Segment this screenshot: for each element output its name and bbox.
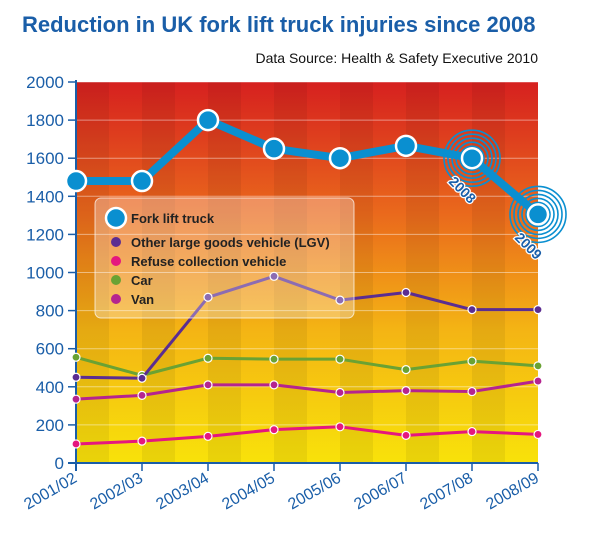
x-tick-label: 2006/07 [351,470,410,514]
legend-label: Van [131,292,154,307]
legend-item: Refuse collection vehicle [111,254,286,269]
data-point [460,146,484,170]
ring [521,197,555,232]
data-point [137,436,147,446]
ring [447,133,497,183]
x-tick-label: 2001/02 [21,470,80,514]
data-point [71,439,81,449]
data-point [328,146,352,170]
x-tick-label: 2007/08 [417,470,476,514]
data-point [269,354,279,364]
data-point [196,108,220,132]
data-point [269,425,279,435]
x-tick-label: 2002/03 [87,470,146,514]
data-point [203,380,213,390]
data-point [203,353,213,363]
legend-box [94,197,355,319]
y-tick-label: 1400 [26,187,64,206]
y-tick-label: 0 [55,454,64,473]
data-point [203,431,213,441]
data-point [533,376,543,386]
data-point [335,354,345,364]
column-shade [340,82,373,463]
y-tick-label: 400 [36,378,64,397]
data-point [64,169,88,193]
data-point [269,380,279,390]
legend-label: Fork lift truck [131,211,215,226]
data-point [335,295,345,305]
y-tick-label: 1200 [26,225,64,244]
ring [455,141,489,175]
series-line-1 [75,274,538,380]
data-point [533,305,543,315]
legend-marker [111,256,121,266]
data-point [401,365,411,375]
series-line-4 [75,379,539,401]
data-point [335,422,345,432]
x-tick-label: 2008/09 [483,470,542,514]
series-line-3 [75,355,539,377]
x-tick-label: 2004/05 [219,470,278,514]
ring [517,193,559,236]
data-point [394,134,418,158]
data-point [335,387,345,398]
ring [451,137,493,179]
data-point [467,305,477,315]
ring [513,189,563,240]
ring [509,185,567,244]
data-point [401,287,411,298]
data-point [71,352,81,362]
data-point [71,372,81,382]
data-point [533,361,543,371]
y-tick-label: 2000 [26,73,64,92]
column-shade [142,82,175,463]
legend-label: Other large goods vehicle (LGV) [131,235,330,250]
legend-label: Refuse collection vehicle [131,254,286,269]
ring [525,201,551,228]
y-tick-label: 200 [36,416,64,435]
y-tick-label: 600 [36,340,64,359]
legend-item: Car [111,273,153,288]
data-point [262,137,286,160]
target-rings [509,185,567,244]
plot-background [76,82,538,463]
x-tick-label: 2003/04 [153,470,212,514]
series-line-2 [75,425,539,446]
data-point [401,386,411,396]
legend-marker [104,206,128,230]
y-tick-label: 1000 [26,264,64,283]
data-point [137,373,147,383]
data-point [467,356,477,366]
data-point [130,169,154,193]
data-point [401,430,411,440]
column-shade [208,82,241,463]
data-point [269,271,279,281]
chart-subtitle: Data Source: Health & Safety Executive 2… [255,50,539,66]
legend-item: Other large goods vehicle (LGV) [111,235,330,250]
legend-marker [111,294,121,304]
column-shade [472,82,505,463]
data-point [526,203,550,226]
data-point [533,429,543,440]
ring [443,129,501,187]
ring [459,145,485,171]
legend-item: Van [111,292,154,307]
x-tick-label: 2005/06 [285,470,344,514]
legend-marker [111,275,121,285]
legend-marker [111,237,121,247]
legend: Fork lift truck Other large goods vehicle… [94,197,355,319]
legend-item: Fork lift truck [104,206,215,230]
y-tick-label: 1800 [26,111,64,130]
data-point [203,292,213,302]
data-point [137,390,147,400]
data-point [467,386,477,397]
chart-title: Reduction in UK fork lift truck injuries… [22,12,536,37]
legend-label: Car [131,273,153,288]
data-point [467,426,477,437]
y-tick-label: 800 [36,302,64,321]
data-point [71,394,81,404]
y-tick-label: 1600 [26,149,64,168]
